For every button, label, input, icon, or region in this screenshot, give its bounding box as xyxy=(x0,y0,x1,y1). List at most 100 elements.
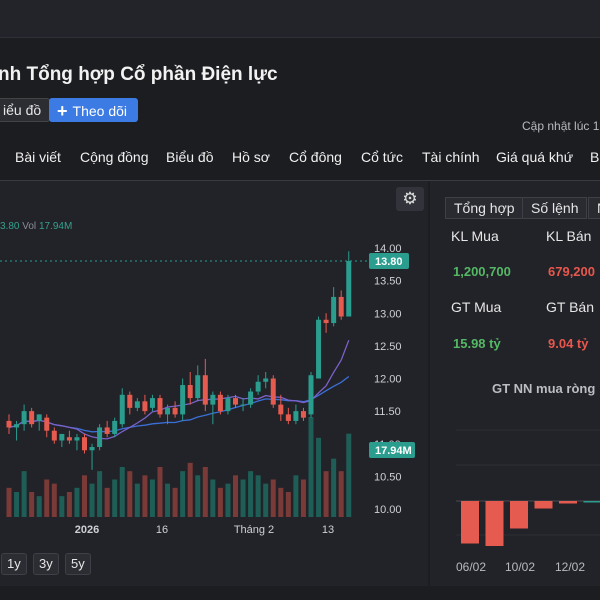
nn-date-label: 10/02 xyxy=(505,560,536,574)
candle-body xyxy=(233,398,238,405)
tab-more-side[interactable]: N xyxy=(588,197,600,219)
volume-bar xyxy=(119,467,125,517)
volume-bar xyxy=(142,475,148,517)
candle-body xyxy=(180,385,186,415)
candle-body xyxy=(316,319,322,379)
candle-body xyxy=(270,378,276,405)
range-3y-button[interactable]: 3y xyxy=(33,553,59,575)
candle-body xyxy=(225,398,231,412)
candle-body xyxy=(338,296,344,317)
volume-bar xyxy=(97,471,103,517)
candle-body xyxy=(217,394,223,412)
volume-bar xyxy=(338,471,344,517)
price-tick-label: 13.50 xyxy=(374,276,402,288)
volume-bar xyxy=(66,492,72,517)
candle-body xyxy=(104,427,110,434)
candle-body xyxy=(74,437,80,441)
volume-bar xyxy=(74,487,80,517)
candle-body xyxy=(44,417,50,431)
chart-button[interactable]: iểu đồ xyxy=(0,98,51,122)
candle-body xyxy=(149,398,155,408)
volume-bar xyxy=(14,492,20,517)
candle-body xyxy=(323,319,329,324)
gt-ban-label: GT Bán xyxy=(546,299,594,315)
tab-more[interactable]: B xyxy=(590,149,600,165)
x-tick-label: 16 xyxy=(156,524,168,536)
volume-bar xyxy=(172,487,178,517)
candle-body xyxy=(293,411,299,421)
volume-bar xyxy=(308,417,314,517)
nn-bar xyxy=(534,501,553,509)
gear-icon[interactable]: ⚙ xyxy=(396,187,424,211)
gt-mua-label: GT Mua xyxy=(451,299,502,315)
volume-bar xyxy=(149,479,155,517)
candle-body xyxy=(82,437,87,451)
volume-bar xyxy=(316,437,322,517)
volume-bar xyxy=(104,487,110,517)
tab-finance[interactable]: Tài chính xyxy=(422,149,480,165)
nn-bar xyxy=(559,501,577,504)
candle-body xyxy=(142,401,148,412)
tab-community[interactable]: Cộng đồng xyxy=(80,149,149,165)
volume-bar xyxy=(202,467,208,517)
tab-posts[interactable]: Bài viết xyxy=(15,149,61,165)
volume-bar xyxy=(270,479,276,517)
candle-body xyxy=(14,424,20,428)
legend-vol-label: Vol xyxy=(22,221,37,232)
candle-body xyxy=(89,447,95,451)
chart-legend: 3.80 Vol 17.94M xyxy=(0,221,72,232)
volume-bar xyxy=(263,483,269,517)
volume-bar xyxy=(187,462,193,517)
candle-body xyxy=(51,430,57,441)
foreign-net-buy-title: GT NN mua ròng xyxy=(492,381,596,396)
tab-summary[interactable]: Tổng hợp xyxy=(445,197,524,219)
volume-bar xyxy=(346,433,352,517)
x-tick-label: Tháng 2 xyxy=(234,524,274,536)
nn-bar xyxy=(510,501,528,529)
nn-bar xyxy=(461,501,479,544)
candle-body xyxy=(263,378,269,382)
candle-body xyxy=(119,394,125,425)
range-1y-button[interactable]: 1y xyxy=(1,553,27,575)
candle-body xyxy=(331,296,337,324)
volume-bar xyxy=(233,475,238,517)
volume-bar xyxy=(157,467,163,517)
tab-shareholders[interactable]: Cổ đông xyxy=(289,149,342,165)
price-tick-label: 12.50 xyxy=(374,341,402,353)
price-tick-label: 13.00 xyxy=(374,308,402,320)
tab-dividends[interactable]: Cổ tức xyxy=(361,149,404,165)
price-tick-label: 12.00 xyxy=(374,374,402,386)
volume-bar xyxy=(6,487,12,517)
volume-bar xyxy=(29,492,35,517)
candle-body xyxy=(202,375,208,405)
candle-body xyxy=(248,391,254,405)
candle-body xyxy=(308,375,314,415)
plus-icon: + xyxy=(57,101,68,121)
follow-button[interactable]: + Theo dõi xyxy=(49,98,138,122)
kl-mua-value: 1,200,700 xyxy=(453,264,511,279)
ma-short-line xyxy=(8,339,350,440)
nn-date-label: 12/02 xyxy=(555,560,586,574)
x-tick-label: 2026 xyxy=(75,524,99,536)
kl-mua-label: KL Mua xyxy=(451,228,499,244)
price-tick-label: 10.00 xyxy=(374,504,402,516)
chart-panel xyxy=(0,181,428,586)
kl-ban-value: 679,200 xyxy=(548,264,595,279)
candle-body xyxy=(66,437,72,441)
range-5y-button[interactable]: 5y xyxy=(65,553,91,575)
updated-timestamp: Cập nhật lúc 1 xyxy=(522,119,599,133)
legend-price: 3.80 xyxy=(0,221,20,232)
volume-bar xyxy=(225,483,231,517)
tab-chart[interactable]: Biểu đồ xyxy=(166,149,214,165)
tab-order-count[interactable]: Số lệnh xyxy=(522,197,588,219)
candle-body xyxy=(240,404,246,406)
candle-body xyxy=(165,407,171,415)
volume-bar xyxy=(255,475,261,517)
updated-value: 1 xyxy=(592,119,600,133)
candle-body xyxy=(210,394,216,405)
tab-profile[interactable]: Hồ sơ xyxy=(232,149,270,165)
volume-bar xyxy=(300,479,306,517)
tab-price-history[interactable]: Giá quá khứ xyxy=(496,149,574,165)
